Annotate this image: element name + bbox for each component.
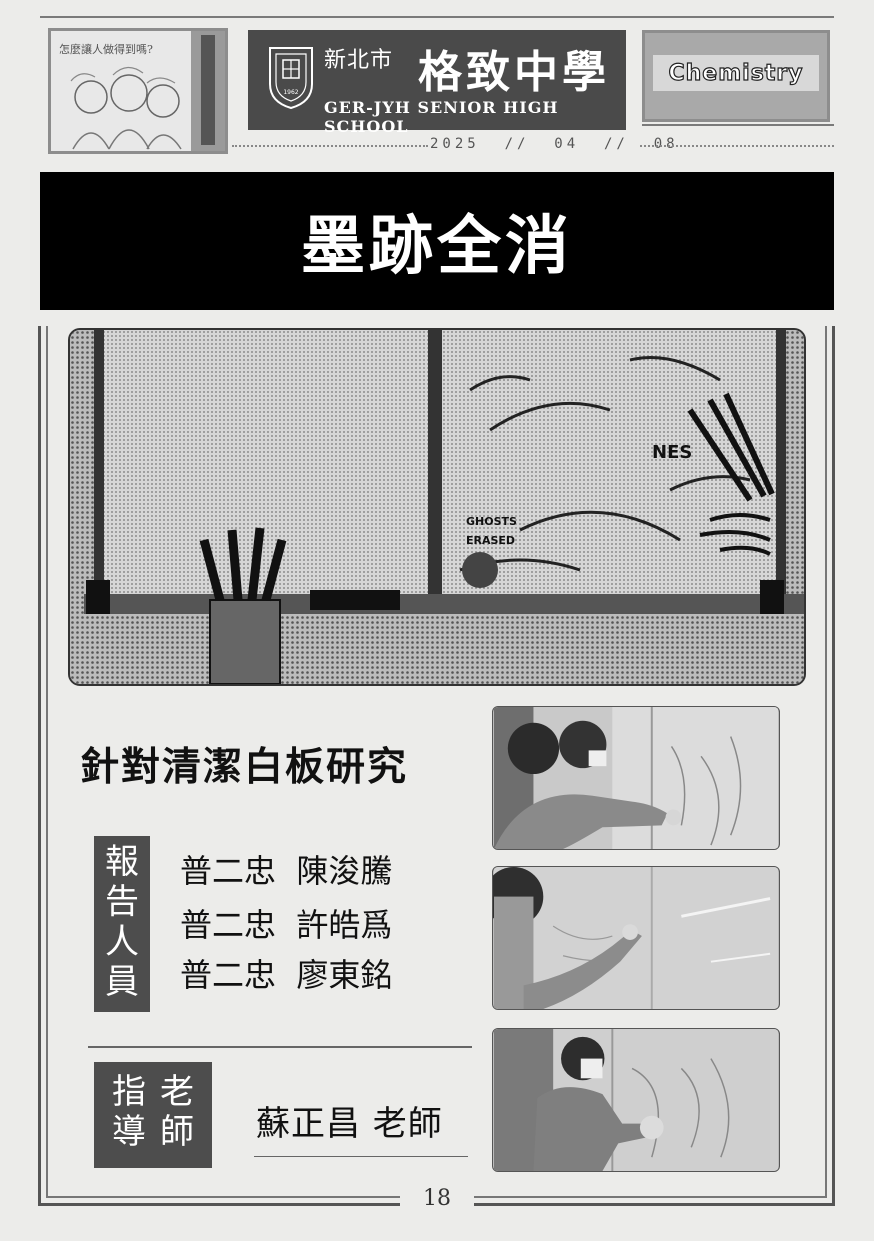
frame-bottom-right bbox=[474, 1203, 835, 1206]
whiteboard-comic-image: GHOSTS ERASED NES bbox=[70, 330, 804, 684]
reporters-label: 報 告 人 員 bbox=[94, 836, 150, 1012]
frame-left-inner bbox=[46, 326, 48, 1198]
advisor-underline bbox=[254, 1156, 468, 1157]
header-cartoon-thumbnail: 怎麼讓人做得到嗎? bbox=[48, 28, 228, 154]
photo-image bbox=[493, 867, 778, 1009]
reporter-name: 普二忠 廖東銘 bbox=[180, 956, 393, 994]
cartoon-sketch-image: 怎麼讓人做得到嗎? bbox=[51, 31, 225, 151]
illustration-text-erased: ERASED bbox=[466, 534, 515, 547]
reporters-label-char: 告 bbox=[105, 882, 139, 922]
photo-image bbox=[494, 1029, 778, 1171]
advisor-label-char: 導 bbox=[112, 1112, 146, 1152]
frame-right-outer bbox=[832, 326, 835, 1206]
thumbnail-caption: 怎麼讓人做得到嗎? bbox=[59, 42, 153, 56]
photo-student-cleaning-1 bbox=[492, 706, 780, 850]
reporters-label-char: 員 bbox=[105, 962, 139, 1002]
reporters-label-char: 人 bbox=[105, 922, 139, 962]
frame-bottom-right-inner bbox=[474, 1196, 827, 1198]
page-title: 墨跡全消 bbox=[301, 210, 573, 284]
crest-year: 1962 bbox=[283, 89, 298, 96]
photo-student-cleaning-3 bbox=[492, 1028, 780, 1172]
subject-badge: Chemistry bbox=[642, 30, 830, 122]
frame-right-inner bbox=[825, 326, 827, 1198]
subject-label: Chemistry bbox=[653, 55, 819, 91]
illustration-text-nes: NES bbox=[652, 442, 692, 463]
city-name: 新北市 bbox=[324, 48, 394, 73]
title-banner: 墨跡全消 bbox=[40, 172, 834, 310]
reporter-name: 普二忠 陳浚騰 bbox=[180, 852, 393, 890]
research-title: 針對清潔白板研究 bbox=[80, 745, 409, 790]
date-dotted-line-right bbox=[640, 145, 834, 147]
header-rule-right bbox=[642, 124, 834, 126]
advisor-label-char: 指 bbox=[112, 1072, 146, 1112]
school-logo-banner: 1962 新北市 格致中學 GER-JYH SENIOR HIGH SCHOOL bbox=[248, 30, 626, 136]
page-number: 18 bbox=[400, 1186, 474, 1211]
reporters-label-char: 報 bbox=[105, 842, 139, 882]
frame-bottom-left-inner bbox=[46, 1196, 400, 1198]
advisor-label-char: 老 bbox=[160, 1072, 194, 1112]
school-name-chinese: 格致中學 bbox=[418, 47, 610, 98]
issue-date: 2025 // 04 // 08 bbox=[430, 136, 679, 152]
school-name-english: GER-JYH SENIOR HIGH SCHOOL bbox=[324, 98, 559, 136]
illustration-text-ghosts: GHOSTS bbox=[466, 515, 517, 528]
top-rule bbox=[40, 16, 834, 18]
school-crest-icon: 1962 bbox=[269, 47, 313, 110]
advisor-name: 蘇正昌 老師 bbox=[256, 1104, 443, 1144]
whiteboard-illustration: GHOSTS ERASED NES bbox=[68, 328, 806, 686]
frame-bottom-left bbox=[38, 1203, 400, 1206]
frame-left-outer bbox=[38, 326, 41, 1206]
advisor-label-char: 師 bbox=[160, 1112, 194, 1152]
photo-image bbox=[494, 707, 778, 849]
reporter-name: 普二忠 許皓爲 bbox=[180, 906, 393, 944]
photo-student-cleaning-2 bbox=[492, 866, 780, 1010]
date-dotted-line-left bbox=[232, 145, 428, 147]
advisor-divider bbox=[88, 1046, 472, 1048]
advisor-label: 指 導 老 師 bbox=[94, 1062, 212, 1168]
